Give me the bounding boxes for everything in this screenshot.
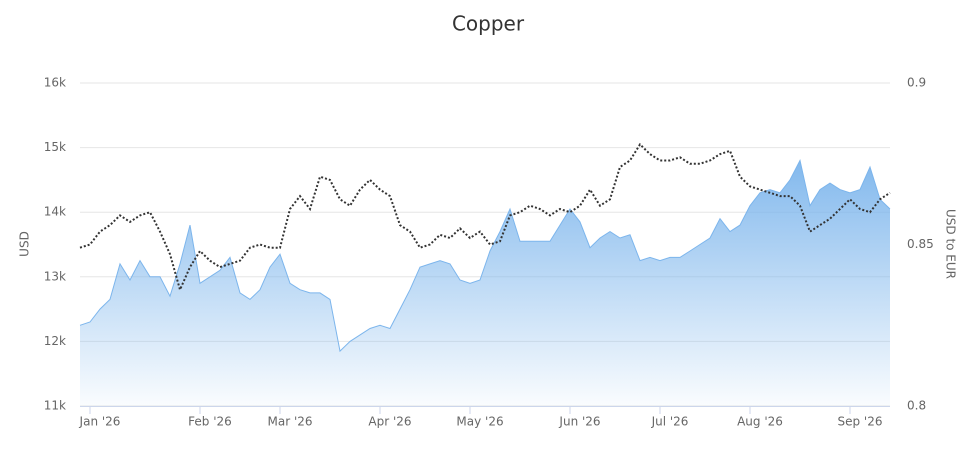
x-tick-label: Mar '26 bbox=[267, 415, 312, 429]
y2-axis-label: USD to EUR bbox=[944, 209, 958, 279]
y2-tick-label: 0.85 bbox=[907, 237, 934, 251]
chart-title: Copper bbox=[452, 12, 525, 36]
x-tick-label: Jan '26 bbox=[79, 415, 121, 429]
x-tick-label: Feb '26 bbox=[188, 415, 232, 429]
y-tick-label: 14k bbox=[44, 205, 66, 219]
y-axis-label: USD bbox=[18, 231, 32, 257]
area-line bbox=[79, 159, 891, 353]
x-tick-label: Jun '26 bbox=[558, 415, 600, 429]
y2-tick-label: 0.9 bbox=[907, 76, 926, 90]
x-tick-label: Apr '26 bbox=[368, 415, 411, 429]
x-tick-label: Sep '26 bbox=[838, 415, 883, 429]
y-tick-label: 15k bbox=[44, 140, 66, 154]
x-tick-label: May '26 bbox=[456, 415, 503, 429]
y2-tick-label: 0.8 bbox=[907, 399, 926, 413]
y-tick-label: 12k bbox=[44, 334, 66, 348]
line bbox=[79, 142, 891, 293]
y-tick-label: 11k bbox=[44, 399, 66, 413]
x-tick-label: Jul '26 bbox=[651, 415, 689, 429]
area bbox=[80, 160, 890, 406]
x-tick-label: Aug '26 bbox=[737, 415, 783, 429]
y-tick-label: 13k bbox=[44, 269, 66, 283]
y-tick-label: 16k bbox=[44, 76, 66, 90]
